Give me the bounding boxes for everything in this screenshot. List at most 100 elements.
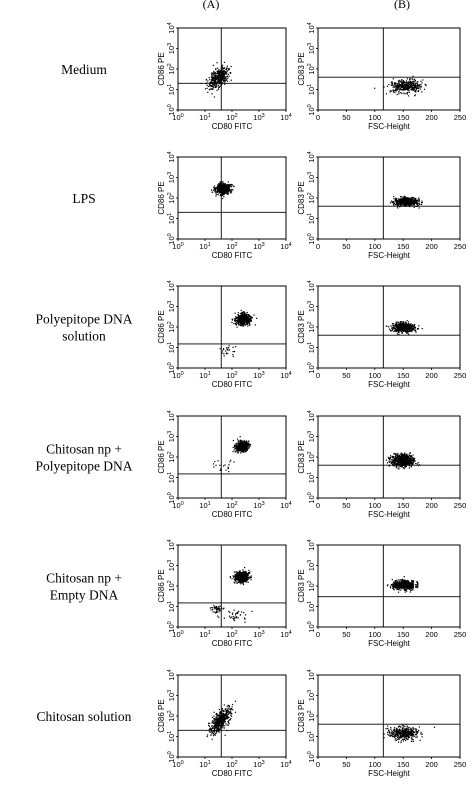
event-point xyxy=(398,464,400,466)
event-point xyxy=(237,320,239,322)
event-point xyxy=(227,189,229,191)
event-point xyxy=(415,462,417,465)
event-point xyxy=(397,202,399,204)
y-tick-label: 104 xyxy=(307,280,316,291)
event-point xyxy=(226,185,228,188)
event-point xyxy=(223,61,226,63)
event-point xyxy=(210,88,212,90)
tick-exponent: 2 xyxy=(235,501,238,507)
x-tick-label: 103 xyxy=(253,371,264,380)
event-point xyxy=(411,82,413,84)
event-point xyxy=(212,86,214,88)
tick-exponent: 1 xyxy=(307,472,313,475)
event-point xyxy=(402,80,404,82)
event-point xyxy=(247,315,249,317)
event-point xyxy=(237,312,239,314)
event-point xyxy=(220,82,222,84)
event-point xyxy=(224,83,226,85)
event-point xyxy=(245,315,247,317)
event-point xyxy=(407,95,410,97)
event-point xyxy=(221,78,223,80)
event-point xyxy=(405,321,407,323)
event-point xyxy=(404,461,406,463)
event-point xyxy=(228,187,230,189)
event-point xyxy=(410,200,412,202)
event-point xyxy=(223,193,226,195)
event-point xyxy=(231,319,233,321)
event-point xyxy=(417,462,419,464)
event-point xyxy=(401,197,404,200)
event-point xyxy=(397,82,399,85)
event-point xyxy=(236,316,238,319)
event-point xyxy=(239,445,241,447)
event-point xyxy=(411,462,413,464)
event-point xyxy=(395,326,398,328)
event-point xyxy=(414,86,416,88)
x-tick-label: 101 xyxy=(199,371,210,380)
event-point xyxy=(407,327,409,329)
event-point xyxy=(242,325,244,327)
event-point xyxy=(222,184,224,186)
event-point xyxy=(416,203,418,205)
event-point xyxy=(395,82,397,84)
event-point xyxy=(407,323,409,325)
event-point xyxy=(242,442,244,444)
event-point xyxy=(415,200,417,202)
event-point xyxy=(249,324,251,326)
event-point xyxy=(214,461,216,463)
event-point xyxy=(414,94,416,96)
event-point xyxy=(391,326,393,328)
event-point xyxy=(218,76,220,79)
tick-exponent: 3 xyxy=(167,172,173,175)
event-point xyxy=(390,330,392,332)
event-point xyxy=(208,89,210,91)
event-point xyxy=(404,455,406,457)
event-point xyxy=(414,327,416,329)
event-point xyxy=(234,312,236,314)
event-point xyxy=(244,450,247,452)
event-point xyxy=(410,82,412,84)
tick-exponent: 1 xyxy=(208,371,211,377)
tick-base: 10 xyxy=(199,242,207,251)
event-point xyxy=(235,580,237,582)
event-point xyxy=(243,443,245,445)
event-point xyxy=(222,190,224,192)
event-point xyxy=(239,439,241,441)
event-point xyxy=(392,84,394,86)
event-point xyxy=(414,326,416,328)
event-point xyxy=(402,88,404,90)
event-point xyxy=(415,85,417,87)
event-point xyxy=(389,202,392,204)
event-point xyxy=(398,333,400,335)
event-point xyxy=(403,197,405,199)
event-point xyxy=(213,72,215,74)
event-point xyxy=(226,190,228,193)
event-point xyxy=(411,85,413,87)
event-point xyxy=(407,87,409,89)
tick-base: 10 xyxy=(253,242,261,251)
event-point xyxy=(400,459,402,461)
event-point xyxy=(406,324,408,326)
event-point xyxy=(399,200,401,203)
x-tick-label: 102 xyxy=(226,242,237,251)
event-point xyxy=(411,328,413,330)
event-point xyxy=(416,201,418,203)
event-point xyxy=(224,73,226,75)
event-point xyxy=(395,89,397,92)
event-point xyxy=(414,80,416,82)
event-point xyxy=(394,92,396,94)
y-axis-title: CD83 PE xyxy=(297,181,306,214)
event-point xyxy=(412,461,414,463)
tick-exponent: 0 xyxy=(167,362,173,365)
event-point xyxy=(393,458,395,460)
event-point xyxy=(212,76,214,78)
event-point xyxy=(222,72,224,74)
event-points xyxy=(374,75,427,97)
tick-base: 10 xyxy=(307,236,316,244)
event-point xyxy=(412,83,414,86)
event-point xyxy=(405,331,407,333)
event-point xyxy=(237,314,239,316)
event-point xyxy=(421,202,423,204)
event-point xyxy=(405,204,407,206)
event-point xyxy=(414,82,416,84)
